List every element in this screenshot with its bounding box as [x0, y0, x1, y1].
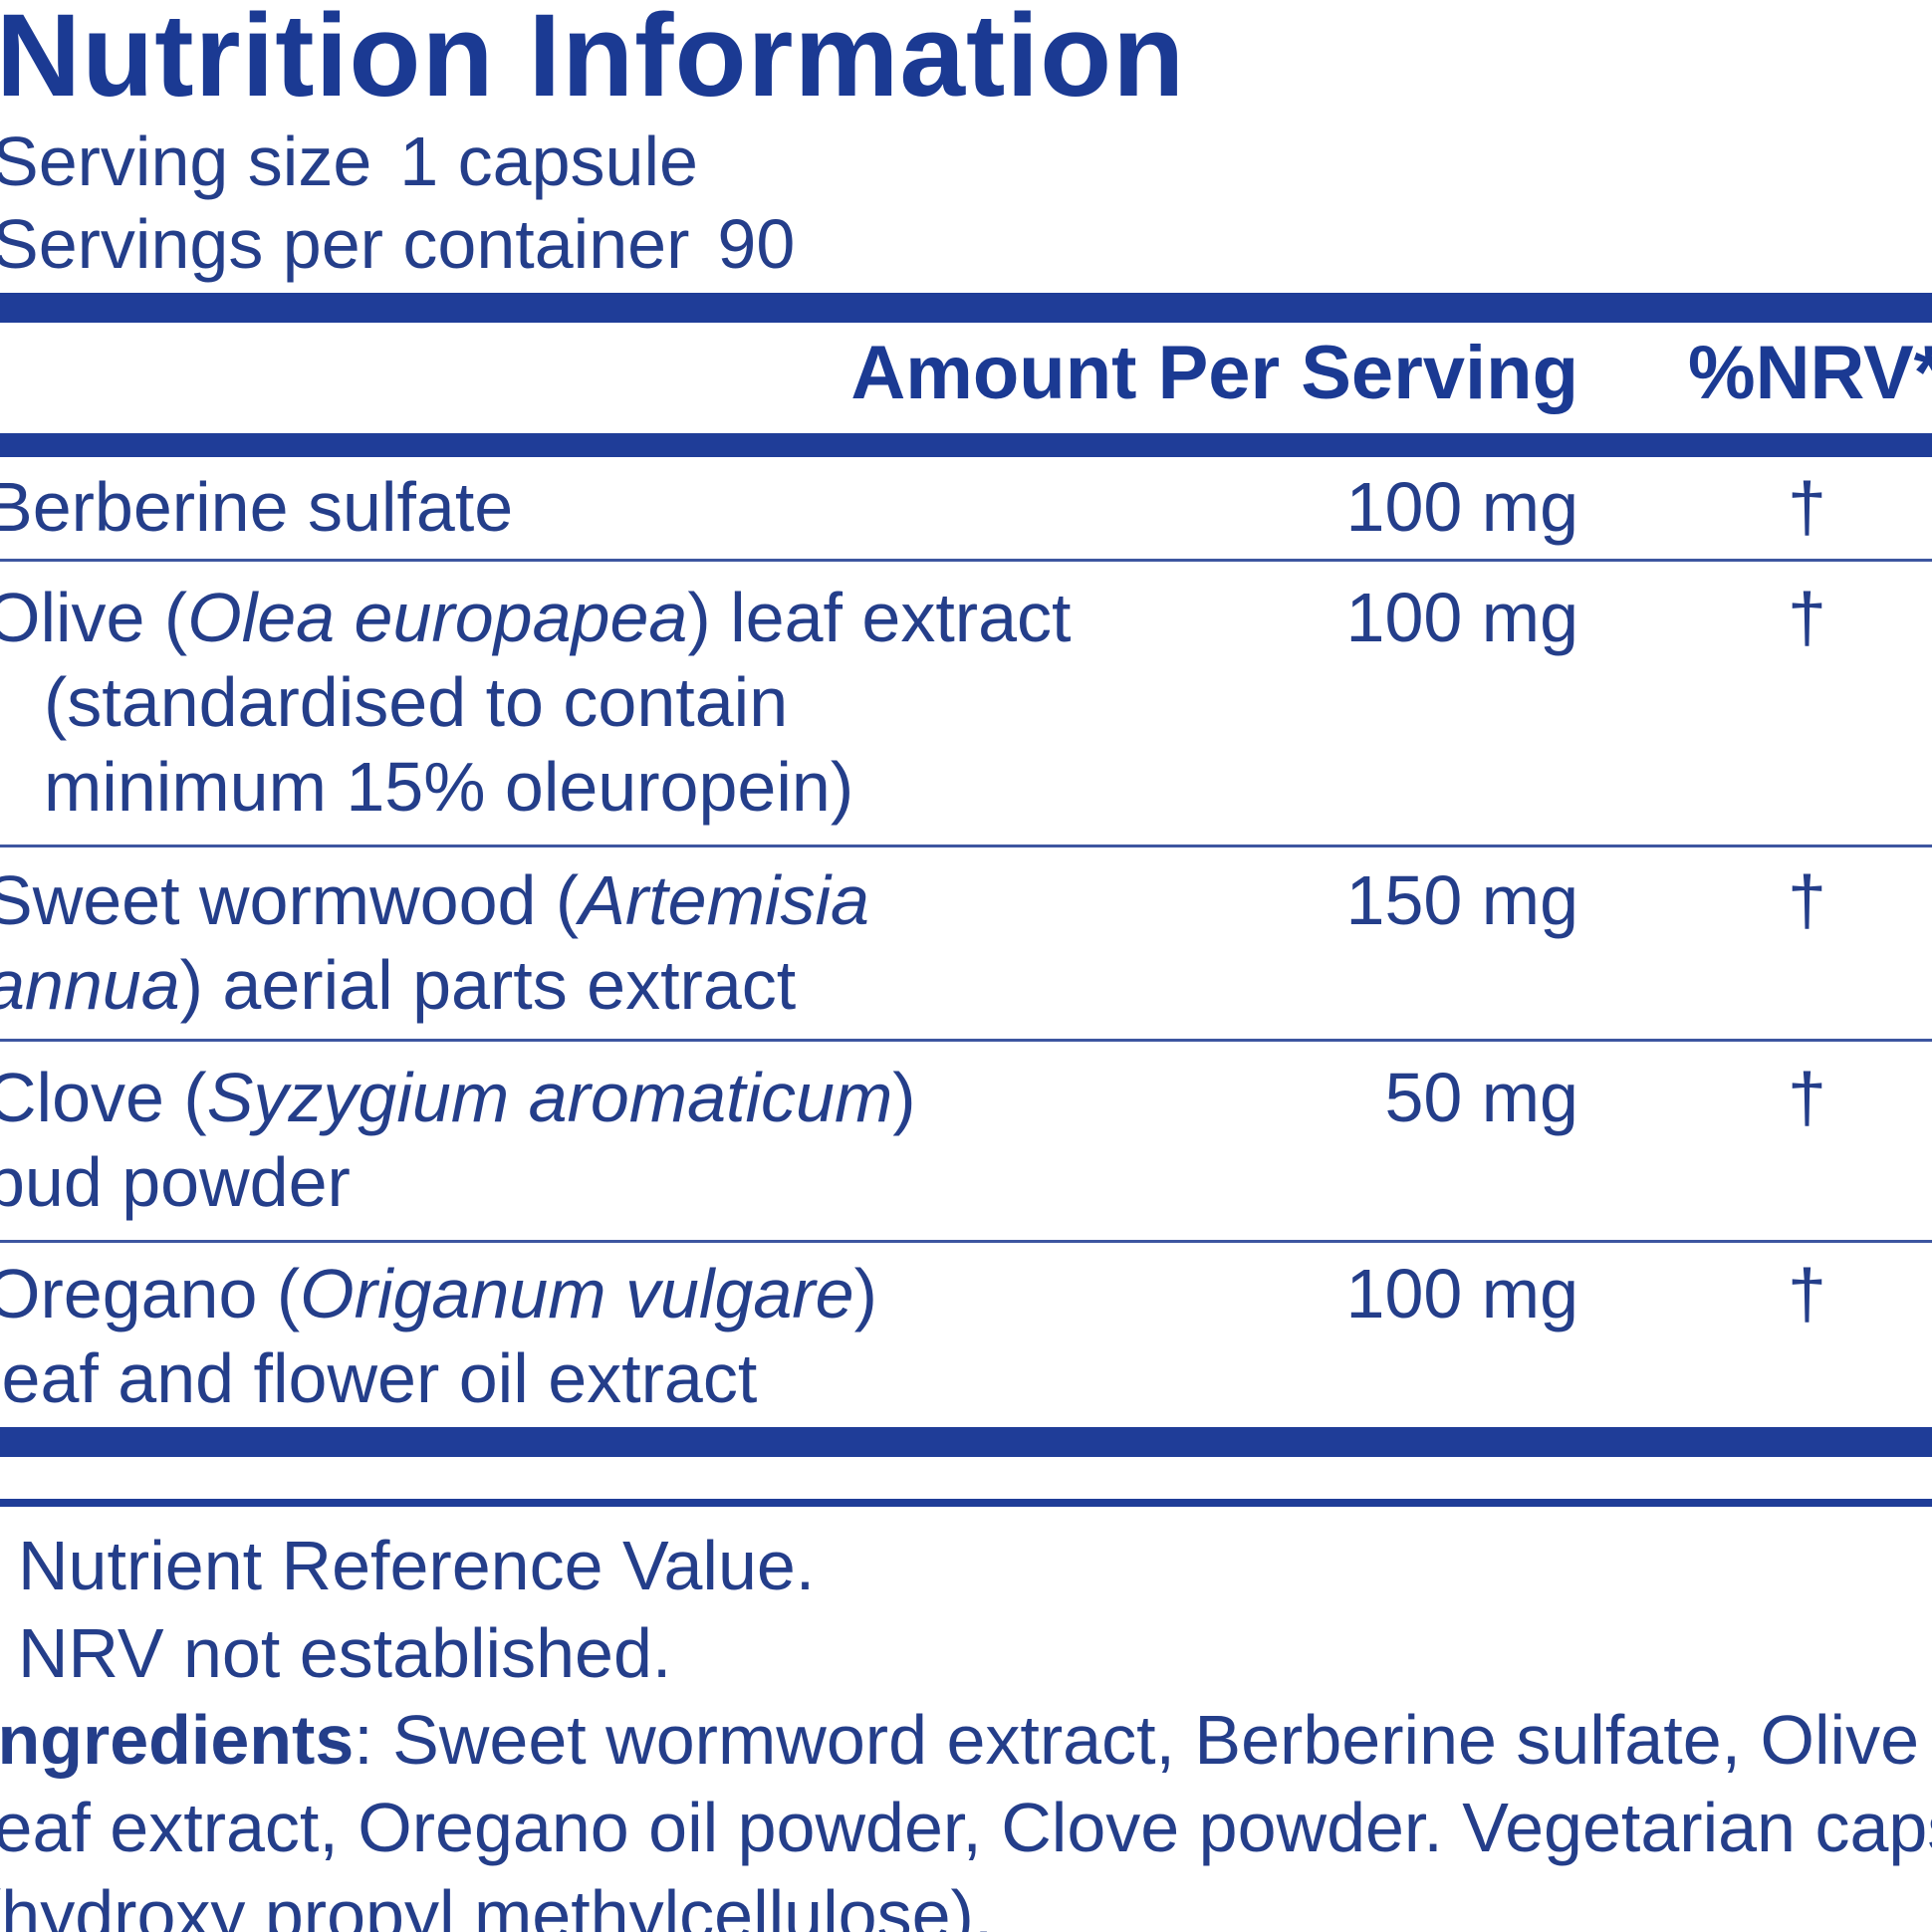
ingredient-latin-name: Artemisia: [579, 861, 869, 939]
amount-per-serving-header: Amount Per Serving: [850, 331, 1578, 415]
serving-size: Serving size 1 capsule: [0, 121, 698, 201]
ingredient-name-text: Olive (: [0, 579, 188, 656]
header-divider: [0, 433, 1932, 457]
ingredient-name-text: ): [892, 1059, 916, 1136]
dagger-icon: †: [1788, 579, 1826, 656]
row-divider: [0, 1039, 1932, 1042]
servings-per-container: Servings per container 90: [0, 204, 795, 284]
ingredient-amount: 50 mg: [1384, 1059, 1578, 1136]
ingredient-latin-name: Origanum vulgare: [300, 1255, 854, 1332]
row-divider: [0, 1240, 1932, 1243]
page-title: Nutrition Information: [0, 0, 1186, 121]
footnote-divider: [0, 1499, 1932, 1507]
ingredients-label: Ingredients: [0, 1701, 355, 1779]
ingredient-name: Clove (Syzygium aromaticum) bud powder: [0, 1056, 916, 1225]
ingredient-name-text: ): [853, 1255, 877, 1332]
row-divider: [0, 559, 1932, 562]
ingredients-list: Ingredients: Sweet wormword extract, Ber…: [0, 1696, 1932, 1932]
ingredient-amount: 100 mg: [1345, 1255, 1578, 1332]
dagger-footnote: NRV not established.: [18, 1614, 672, 1692]
ingredient-latin-name: Syzygium aromaticum: [206, 1059, 893, 1136]
dagger-icon: †: [1788, 468, 1826, 546]
ingredient-amount: 100 mg: [1345, 579, 1578, 656]
serving-size-value: 1 capsule: [399, 122, 698, 200]
ingredient-latin-name: annua: [0, 946, 180, 1024]
ingredient-name-text: Clove (: [0, 1059, 207, 1136]
ingredient-name: Oregano (Origanum vulgare) leaf and flow…: [0, 1252, 877, 1421]
dagger-icon: †: [1788, 1255, 1826, 1332]
top-divider: [0, 293, 1932, 323]
nrv-header: %NRV*: [1688, 331, 1932, 415]
ingredients-text: : Sweet wormword extract, Berberine sulf…: [354, 1701, 1919, 1779]
ingredient-name: Olive (Olea europapea) leaf extract (sta…: [0, 576, 1071, 830]
ingredient-name-text: Oregano (: [0, 1255, 301, 1332]
ingredient-name-text: ) leaf extract: [687, 579, 1072, 656]
dagger-icon: †: [1788, 861, 1826, 939]
row-divider: [0, 845, 1932, 847]
ingredient-name-text: Berberine sulfate: [0, 468, 514, 546]
ingredient-name: Sweet wormwood (Artemisia annua) aerial …: [0, 858, 869, 1028]
nrv-footnote: Nutrient Reference Value.: [18, 1527, 816, 1604]
ingredients-text: leaf extract, Oregano oil powder, Clove …: [0, 1789, 1932, 1866]
ingredient-latin-name: Olea europapea: [187, 579, 688, 656]
servings-per-container-label: Servings per container: [0, 205, 690, 283]
dagger-icon: †: [1788, 1059, 1826, 1136]
servings-per-container-value: 90: [717, 205, 796, 283]
ingredient-detail: ) aerial parts extract: [179, 946, 797, 1024]
ingredient-detail: (standardised to contain: [44, 663, 789, 741]
bottom-divider: [0, 1427, 1932, 1457]
ingredient-amount: 100 mg: [1345, 468, 1578, 546]
ingredient-amount: 150 mg: [1345, 861, 1578, 939]
serving-size-label: Serving size: [0, 122, 372, 200]
ingredient-detail: leaf and flower oil extract: [0, 1339, 758, 1417]
ingredient-name: Berberine sulfate: [0, 465, 513, 550]
ingredients-text: (hydroxy propyl methylcellulose).: [0, 1876, 994, 1932]
ingredient-detail: minimum 15% oleuropein): [44, 748, 854, 826]
ingredient-name-text: Sweet wormwood (: [0, 861, 580, 939]
ingredient-detail: bud powder: [0, 1143, 351, 1221]
